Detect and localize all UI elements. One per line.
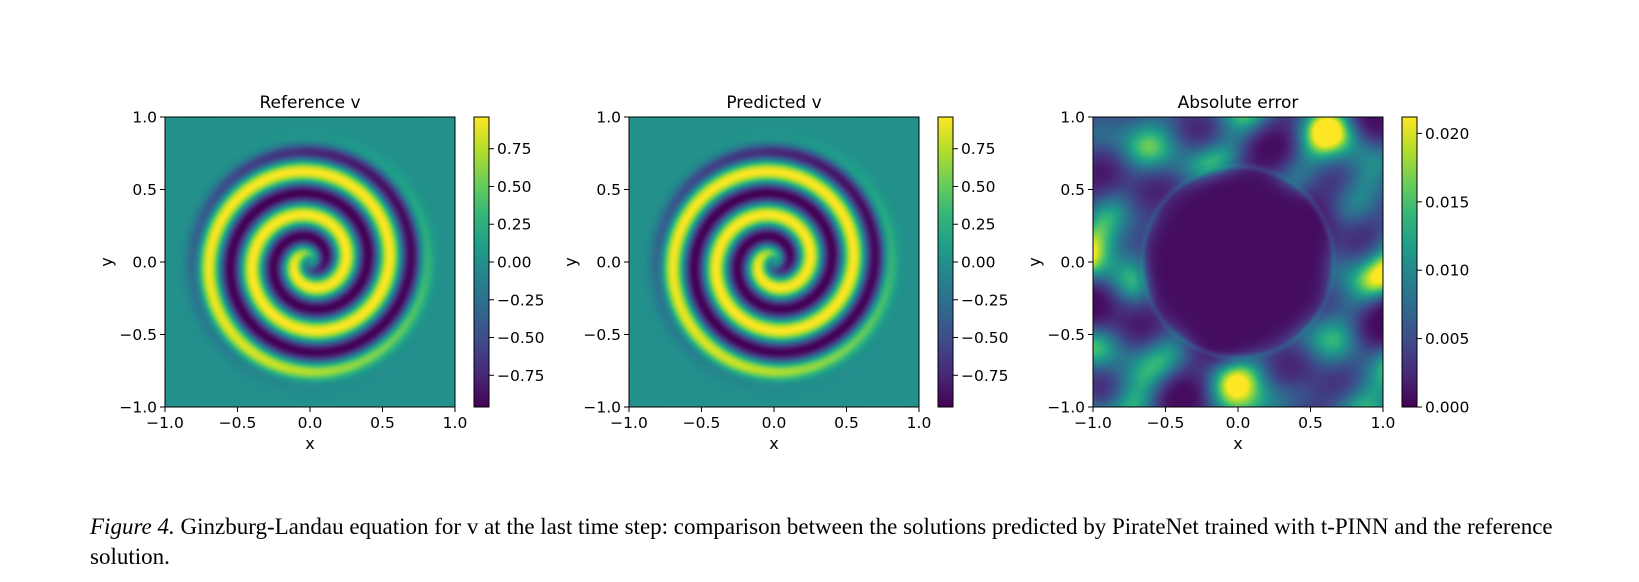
y-tick-label: 0.5	[132, 181, 157, 199]
x-tick-label: 0.0	[762, 414, 787, 432]
y-tick-label: −0.5	[119, 326, 157, 344]
y-tick-label: −1.0	[119, 399, 157, 417]
colorbar-tick-label: −0.50	[961, 329, 1009, 347]
y-tick-label: 0.5	[1060, 181, 1085, 199]
y-tick-label: −1.0	[1047, 399, 1085, 417]
figure: Reference v −1.0 −0.5 0.0 0.5 1.0 x −1.0 −0.5 0.0…	[97, 93, 1469, 453]
x-tick-label: 0.5	[834, 414, 859, 432]
panel-title: Predicted v	[726, 93, 821, 113]
caption-text: Ginzburg-Landau equation for v at the la…	[90, 514, 1553, 569]
x-tick-label: −1.0	[146, 414, 184, 432]
y-tick-label: 1.0	[132, 109, 157, 127]
panel-title: Reference v	[259, 93, 360, 113]
x-tick-label: 0.0	[1226, 414, 1251, 432]
x-tick-label: 0.5	[1298, 414, 1323, 432]
colorbar	[473, 116, 490, 408]
y-tick-label: 0.0	[132, 254, 157, 272]
colorbar-tick-label: 0.50	[497, 178, 532, 196]
y-axis-label: y	[97, 257, 116, 266]
colorbar-tick-label: −0.75	[961, 367, 1009, 385]
x-axis-label: x	[305, 434, 314, 453]
colorbar-tick-label: 0.50	[961, 178, 996, 196]
colorbar	[937, 116, 954, 408]
colorbar-tick-label: −0.50	[497, 329, 545, 347]
y-axis-label: y	[1025, 257, 1044, 266]
x-tick-label: 1.0	[443, 414, 468, 432]
x-tick-label: 0.0	[298, 414, 323, 432]
y-tick-label: 0.0	[596, 254, 621, 272]
x-tick-label: −0.5	[219, 414, 257, 432]
heatmap-image	[629, 117, 919, 407]
panel-2: Predicted v −1.0 −0.5 0.0 0.5 1.0 x −1.0 −0.5 0.0…	[561, 93, 1009, 453]
x-tick-label: −0.5	[683, 414, 721, 432]
y-tick-label: −1.0	[583, 399, 621, 417]
colorbar-tick-label: 0.75	[961, 140, 996, 158]
panel-3: Absolute error −1.0 −0.5 0.0 0.5 1.0 x −1.0 −0.5…	[1025, 93, 1469, 453]
colorbar-tick-label: 0.000	[1425, 399, 1469, 417]
panel-1: Reference v −1.0 −0.5 0.0 0.5 1.0 x −1.0 −0.5 0.0…	[97, 93, 545, 453]
colorbar-tick-label: −0.75	[497, 367, 545, 385]
colorbar-tick-label: 0.020	[1425, 125, 1469, 143]
colorbar-tick-label: −0.25	[961, 291, 1009, 309]
y-axis-label: y	[561, 257, 580, 266]
colorbar-tick-label: 0.00	[497, 254, 532, 272]
x-tick-label: −1.0	[1074, 414, 1112, 432]
x-axis-label: x	[769, 434, 778, 453]
y-tick-label: −0.5	[1047, 326, 1085, 344]
y-tick-label: 1.0	[1060, 109, 1085, 127]
x-tick-label: −0.5	[1147, 414, 1185, 432]
panel-title: Absolute error	[1178, 93, 1299, 113]
colorbar-tick-label: 0.00	[961, 254, 996, 272]
caption-label: Figure 4.	[90, 514, 175, 539]
colorbar	[1401, 116, 1418, 408]
y-tick-label: −0.5	[583, 326, 621, 344]
x-tick-label: 1.0	[907, 414, 932, 432]
y-tick-label: 0.0	[1060, 254, 1085, 272]
colorbar-tick-label: 0.010	[1425, 262, 1469, 280]
y-tick-label: 0.5	[596, 181, 621, 199]
colorbar-tick-label: 0.25	[497, 216, 532, 234]
x-tick-label: −1.0	[610, 414, 648, 432]
colorbar-tick-label: 0.25	[961, 216, 996, 234]
heatmap-image	[165, 117, 455, 407]
colorbar-tick-label: −0.25	[497, 291, 545, 309]
colorbar-tick-label: 0.005	[1425, 330, 1469, 348]
x-tick-label: 1.0	[1371, 414, 1396, 432]
figure-caption: Figure 4. Ginzburg-Landau equation for v…	[90, 512, 1560, 572]
x-axis-label: x	[1233, 434, 1242, 453]
colorbar-tick-label: 0.015	[1425, 193, 1469, 211]
heatmap-image	[1093, 117, 1383, 407]
x-tick-label: 0.5	[370, 414, 395, 432]
y-tick-label: 1.0	[596, 109, 621, 127]
colorbar-tick-label: 0.75	[497, 140, 532, 158]
